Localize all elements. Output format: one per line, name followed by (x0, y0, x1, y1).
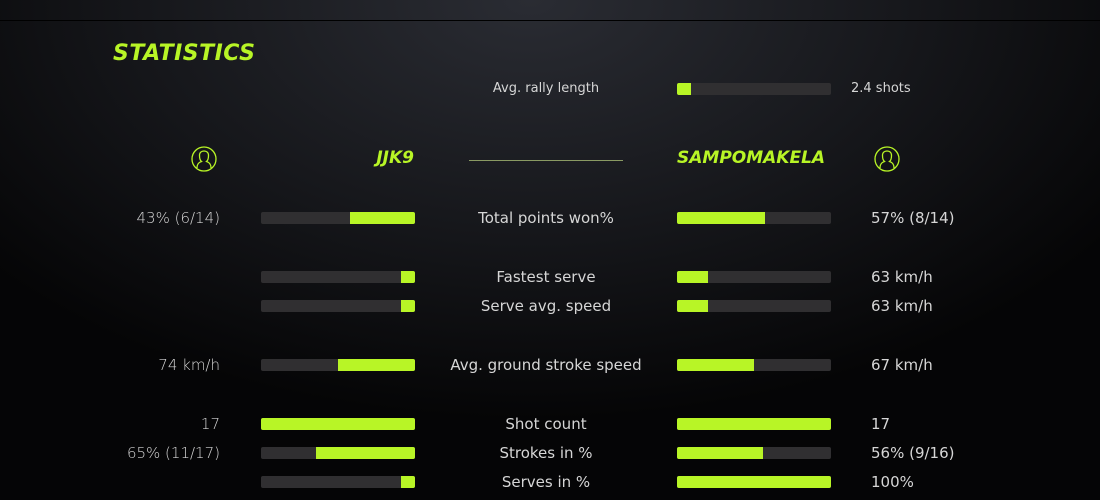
page-title: STATISTICS (113, 41, 256, 66)
rally-row: Avg. rally length 2.4 shots (0, 79, 1100, 99)
right-bar-fill (677, 212, 765, 224)
right-bar-fill (677, 300, 708, 312)
left-bar-fill (350, 212, 415, 224)
right-bar-fill (677, 476, 831, 488)
user-circle-icon (874, 146, 900, 172)
stat-label: Avg. ground stroke speed (450, 356, 642, 374)
right-value: 63 km/h (871, 268, 933, 286)
right-value: 56% (9/16) (871, 444, 955, 462)
stat-label: Serves in % (501, 473, 591, 491)
stat-row: 43% (6/14) Total points won% 57% (8/14) (0, 208, 1100, 228)
left-bar (261, 271, 415, 283)
stat-label: Total points won% (478, 209, 614, 227)
stat-label: Serve avg. speed (480, 297, 612, 315)
rally-bar-fill (677, 83, 691, 95)
right-player-name: SAMPOMAKELA (677, 148, 826, 168)
stat-label: Shot count (505, 415, 587, 433)
left-value: 43% (6/14) (136, 209, 221, 227)
right-value: 100% (871, 473, 914, 491)
left-bar-fill (316, 447, 415, 459)
rally-bar (677, 83, 831, 95)
left-bar-fill (261, 418, 415, 430)
right-bar-fill (677, 418, 831, 430)
right-bar-fill (677, 359, 754, 371)
left-bar (261, 300, 415, 312)
stat-row: Serves in % 100% (0, 472, 1100, 492)
right-value: 67 km/h (871, 356, 933, 374)
left-bar (261, 359, 415, 371)
top-divider (0, 20, 1100, 21)
left-bar (261, 476, 415, 488)
left-bar-fill (338, 359, 415, 371)
left-bar-fill (401, 476, 415, 488)
left-bar-fill (401, 300, 415, 312)
right-bar (677, 212, 831, 224)
left-player-name: JJK9 (376, 148, 414, 168)
right-bar (677, 418, 831, 430)
stat-label: Fastest serve (496, 268, 596, 286)
left-bar (261, 447, 415, 459)
stat-label: Strokes in % (499, 444, 593, 462)
left-value: 17 (200, 415, 220, 433)
rally-label: Avg. rally length (492, 81, 600, 96)
user-circle-icon (191, 146, 217, 172)
right-bar (677, 476, 831, 488)
right-value: 63 km/h (871, 297, 933, 315)
right-value: 17 (871, 415, 891, 433)
left-value: 74 km/h (158, 356, 220, 374)
right-value: 57% (8/14) (871, 209, 955, 227)
stat-row: Fastest serve 63 km/h (0, 267, 1100, 287)
right-bar (677, 300, 831, 312)
stat-row: 65% (11/17) Strokes in % 56% (9/16) (0, 443, 1100, 463)
left-bar-fill (401, 271, 415, 283)
right-bar-fill (677, 271, 708, 283)
left-bar (261, 418, 415, 430)
left-bar (261, 212, 415, 224)
stat-row: Serve avg. speed 63 km/h (0, 296, 1100, 316)
stat-row: 17 Shot count 17 (0, 414, 1100, 434)
right-bar (677, 271, 831, 283)
rally-value: 2.4 shots (851, 81, 911, 96)
right-bar (677, 359, 831, 371)
right-bar (677, 447, 831, 459)
left-value: 65% (11/17) (126, 444, 220, 462)
stat-row: 74 km/h Avg. ground stroke speed 67 km/h (0, 355, 1100, 375)
header-divider (469, 160, 623, 161)
right-bar-fill (677, 447, 764, 459)
